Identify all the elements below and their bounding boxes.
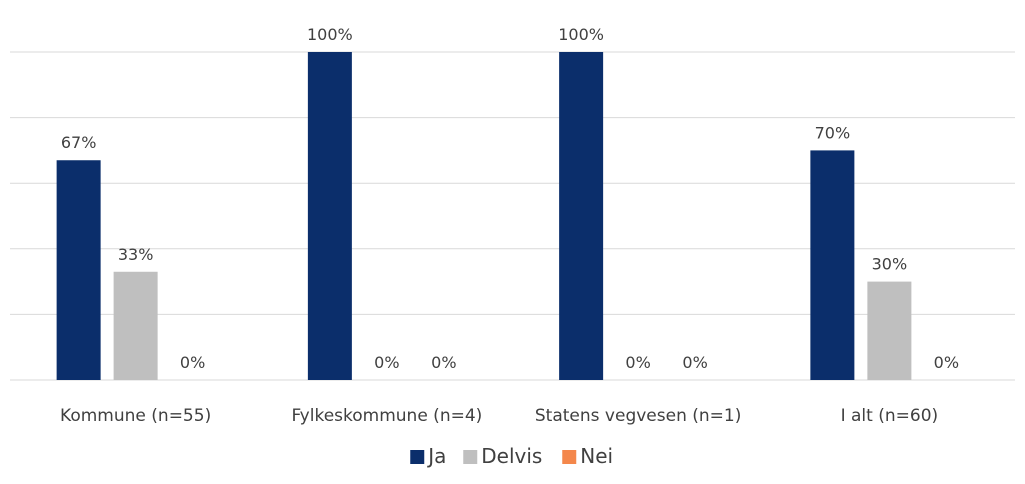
data-label-ja-3: 100% <box>558 25 604 44</box>
data-label-delvis-3: 0% <box>625 353 650 372</box>
data-label-delvis-2: 0% <box>374 353 399 372</box>
category-label-3: Statens vegvesen (n=1) <box>535 406 741 426</box>
bar-ja-4 <box>810 150 855 380</box>
legend-swatch-ja <box>410 450 425 464</box>
legend-swatch-delvis <box>463 450 478 464</box>
legend-label-delvis: Delvis <box>481 444 542 468</box>
legend-label-nei: Nei <box>580 444 613 468</box>
bar-delvis-4 <box>867 281 912 380</box>
data-label-nei-3: 0% <box>682 353 707 372</box>
bar-ja-1 <box>56 160 101 380</box>
data-label-delvis-4: 30% <box>872 255 908 274</box>
bar-delvis-1 <box>113 271 158 380</box>
bar-ja-2 <box>307 52 352 380</box>
data-label-nei-4: 0% <box>934 353 959 372</box>
category-label-4: I alt (n=60) <box>841 406 939 426</box>
data-label-ja-1: 67% <box>61 133 97 152</box>
data-label-delvis-1: 33% <box>118 245 154 264</box>
legend-label-ja: Ja <box>426 444 446 468</box>
bar-ja-3 <box>559 52 604 380</box>
category-label-2: Fylkeskommune (n=4) <box>291 406 482 426</box>
data-label-nei-1: 0% <box>180 353 205 372</box>
data-label-nei-2: 0% <box>431 353 456 372</box>
data-label-ja-4: 70% <box>815 123 851 142</box>
data-label-ja-2: 100% <box>307 25 353 44</box>
category-label-1: Kommune (n=55) <box>60 406 211 426</box>
legend-swatch-nei <box>562 450 577 464</box>
